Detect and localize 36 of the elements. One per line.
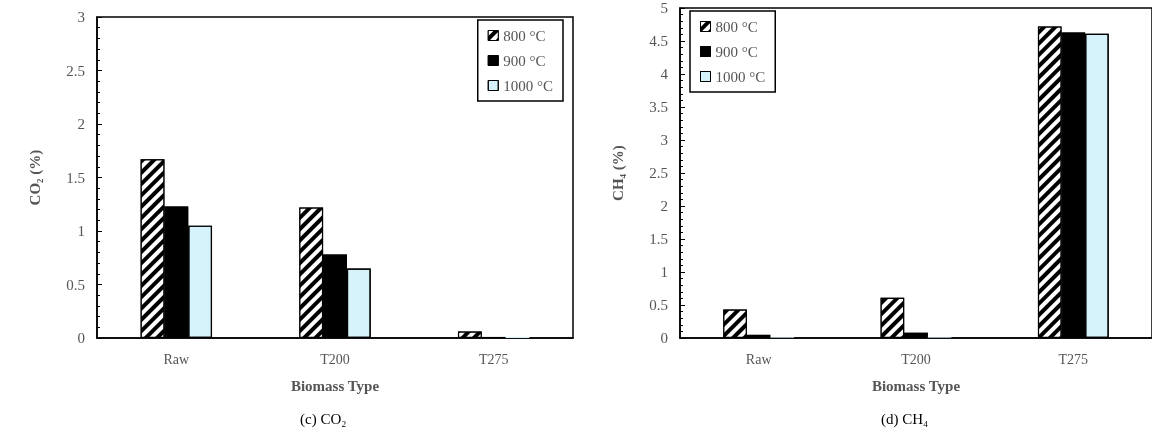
text: (d) CH₄ — [881, 410, 929, 428]
y-tick-label: 2 — [77, 116, 85, 132]
legend-label: 900 °C — [503, 52, 546, 69]
x-axis-title: Biomass Type — [290, 377, 380, 394]
y-tick-label: 2 — [660, 198, 668, 214]
y-tick-label: 4 — [660, 66, 669, 82]
x-tick-label: Raw — [745, 351, 773, 367]
x-tick-label: T275 — [478, 351, 509, 367]
text: (c) CO₂ — [300, 410, 347, 428]
legend-label: 800 °C — [503, 27, 546, 44]
y-tick-label: 5 — [660, 0, 668, 16]
y-tick-label: 1 — [660, 264, 668, 280]
y-tick-label: 3 — [77, 9, 85, 25]
x-tick-label: T200 — [320, 351, 350, 367]
x-tick-label: T200 — [901, 351, 931, 367]
y-tick-label: 0.5 — [649, 297, 668, 313]
y-tick-label: 3 — [660, 132, 668, 148]
y-tick-label: 0 — [660, 330, 668, 346]
y-tick-label: 4.5 — [649, 33, 668, 49]
x-tick-label: Raw — [163, 351, 191, 367]
x-axis-title: Biomass Type — [871, 377, 961, 394]
legend-label: 800 °C — [715, 18, 758, 35]
legend-label: 1000 °C — [715, 68, 766, 85]
y-tick-label: 2.5 — [66, 62, 85, 79]
y-tick-label: 0.5 — [66, 276, 85, 293]
y-tick-label: 1.5 — [649, 231, 668, 247]
y-tick-label: 3.5 — [649, 99, 668, 115]
y-tick-label: 2.5 — [649, 165, 668, 181]
y-tick-label: 1.5 — [66, 169, 85, 186]
legend-label: 1000 °C — [503, 77, 554, 94]
y-axis-title: CO₂ (%) — [26, 149, 44, 206]
y-tick-label: 0 — [77, 330, 85, 346]
y-tick-label: 1 — [77, 223, 85, 239]
y-axis-title: CH₄ (%) — [609, 145, 627, 201]
x-tick-label: T275 — [1058, 351, 1089, 367]
legend-label: 900 °C — [715, 43, 758, 60]
